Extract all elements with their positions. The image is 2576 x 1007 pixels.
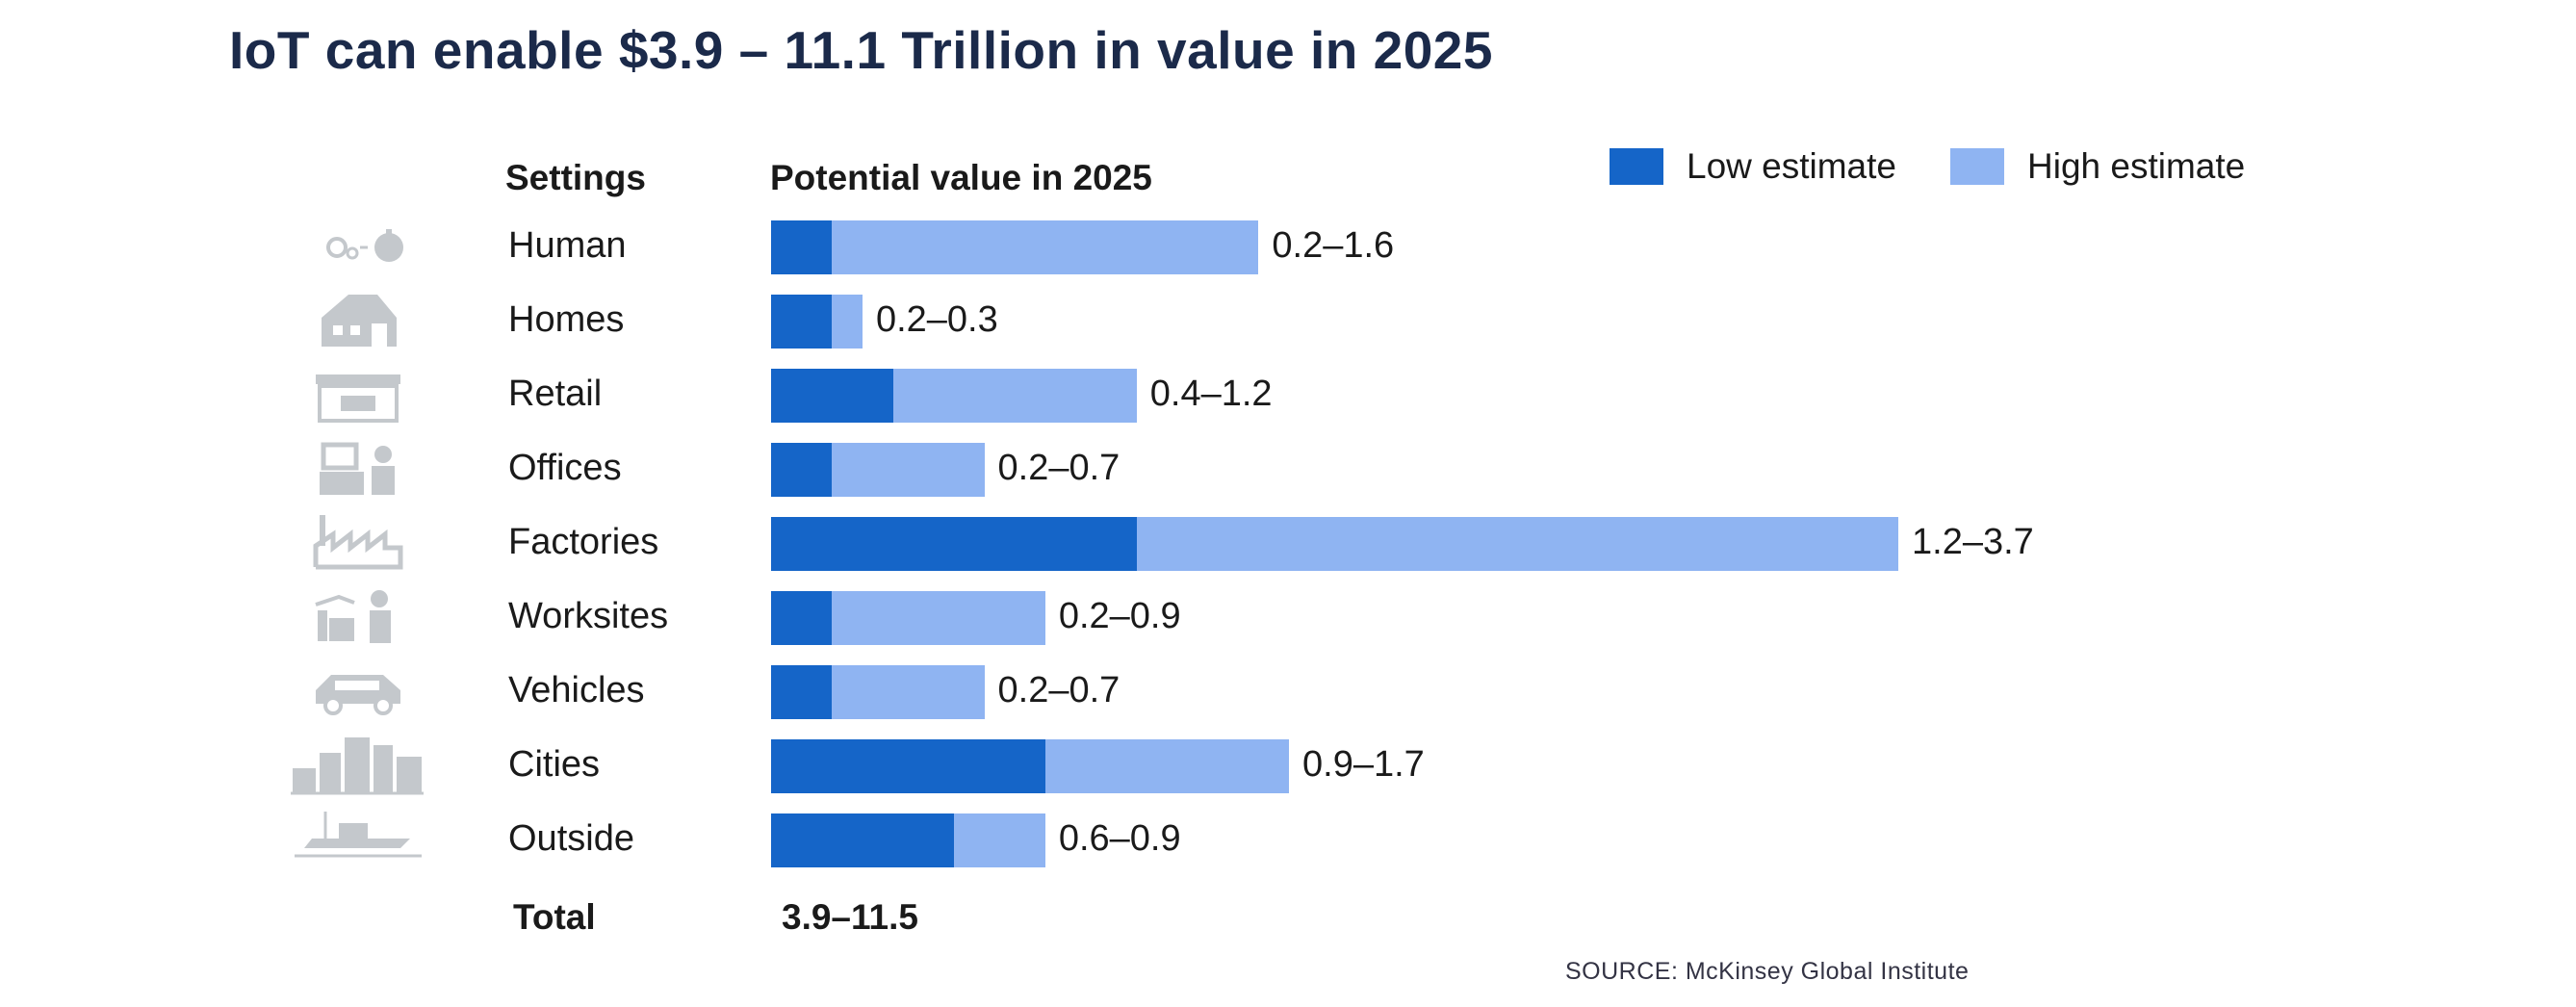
legend-item-low: Low estimate [1610,146,1896,187]
category-label: Worksites [508,596,669,636]
bar-low-vehicles [771,665,833,719]
factory-icon [313,515,403,570]
category-label: Homes [508,299,625,340]
ship-icon [295,812,422,858]
vehicle-icon [316,675,400,715]
office-worker-icon [320,442,395,495]
data-label: 0.2–0.7 [997,448,1121,488]
bar-low-homes [771,295,833,349]
category-label: Outside [508,818,634,859]
legend-swatch-high [1950,148,2004,185]
bar-low-offices [771,443,833,497]
bar-low-factories [771,517,1137,571]
data-label: 0.9–1.7 [1302,744,1425,785]
category-label: Retail [508,374,603,414]
legend-swatch-low [1610,148,1663,185]
legend: Low estimate High estimate [1610,146,2299,187]
human-icon [326,229,403,262]
data-label: 0.6–0.9 [1058,818,1181,859]
chart-title: IoT can enable $3.9 – 11.1 Trillion in v… [229,20,1493,80]
total-value: 3.9–11.5 [782,897,918,937]
bar-low-retail [771,369,893,423]
city-icon [291,737,424,795]
settings-header: Settings [505,158,646,197]
data-label: 0.2–0.3 [875,299,998,340]
data-label: 0.4–1.2 [1149,374,1273,414]
category-label: Factories [508,522,659,562]
data-label: 1.2–3.7 [1912,522,2034,562]
data-label: 0.2–0.7 [997,670,1121,710]
data-label: 0.2–1.6 [1272,225,1395,266]
category-label: Offices [508,448,622,488]
category-label: Vehicles [508,670,645,710]
home-icon [322,295,397,347]
value-header: Potential value in 2025 [770,158,1152,197]
worksite-icon [315,590,391,643]
legend-label-low: Low estimate [1687,146,1896,186]
bar-low-outside [771,813,954,867]
icon-column [291,229,424,858]
category-label: Human [508,225,627,266]
category-label: Cities [508,744,601,785]
source-note: SOURCE: McKinsey Global Institute [1565,958,1970,985]
bar-low-worksites [771,591,833,645]
bar-low-cities [771,739,1045,793]
bar-high-human [771,220,1259,274]
legend-item-high: High estimate [1950,146,2245,187]
retail-store-icon [316,374,400,423]
bar-low-human [771,220,833,274]
total-label: Total [513,897,596,937]
data-label: 0.2–0.9 [1058,596,1181,636]
legend-label-high: High estimate [2027,146,2246,186]
